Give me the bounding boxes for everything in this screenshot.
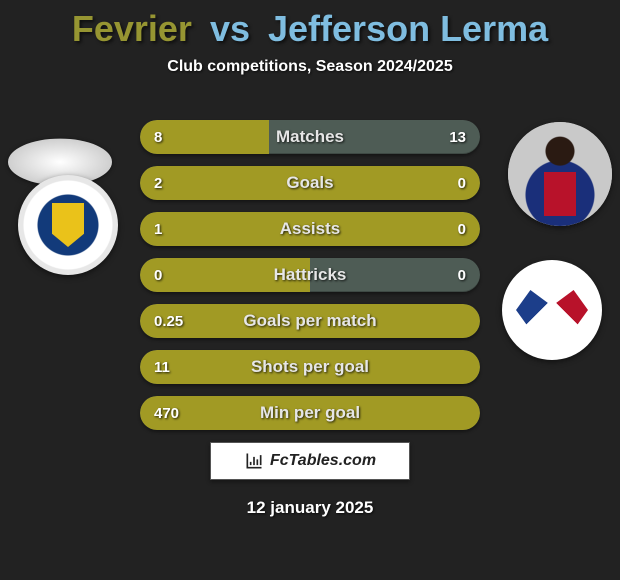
stat-value-right: 0: [458, 212, 466, 246]
stat-label: Shots per goal: [140, 350, 480, 384]
title-player1: Fevrier: [72, 8, 192, 49]
watermark-text: FcTables.com: [270, 452, 376, 470]
stat-bar-row: 8Matches13: [140, 120, 480, 154]
stat-label: Matches: [140, 120, 480, 154]
title-vs: vs: [210, 8, 250, 49]
stat-value-right: 0: [458, 258, 466, 292]
stat-label: Min per goal: [140, 396, 480, 430]
page-title: Fevrier vs Jefferson Lerma: [0, 0, 620, 50]
infographic-container: Fevrier vs Jefferson Lerma Club competit…: [0, 0, 620, 580]
subtitle: Club competitions, Season 2024/2025: [0, 58, 620, 76]
stat-label: Goals: [140, 166, 480, 200]
stat-value-right: 0: [458, 166, 466, 200]
player1-club-crest: [18, 175, 118, 275]
stat-label: Hattricks: [140, 258, 480, 292]
stat-bars: 8Matches132Goals01Assists00Hattricks00.2…: [140, 120, 480, 442]
watermark: FcTables.com: [210, 442, 410, 480]
stat-bar-row: 11Shots per goal: [140, 350, 480, 384]
stat-bar-row: 2Goals0: [140, 166, 480, 200]
stat-value-right: 13: [449, 120, 466, 154]
stat-bar-row: 470Min per goal: [140, 396, 480, 430]
stat-bar-row: 0.25Goals per match: [140, 304, 480, 338]
stat-bar-row: 0Hattricks0: [140, 258, 480, 292]
date-text: 12 january 2025: [0, 498, 620, 518]
player2-avatar: [508, 122, 612, 226]
chart-icon: [244, 451, 264, 471]
stat-bar-row: 1Assists0: [140, 212, 480, 246]
player2-club-crest: [502, 260, 602, 360]
title-player2: Jefferson Lerma: [268, 8, 548, 49]
stat-label: Assists: [140, 212, 480, 246]
stat-label: Goals per match: [140, 304, 480, 338]
